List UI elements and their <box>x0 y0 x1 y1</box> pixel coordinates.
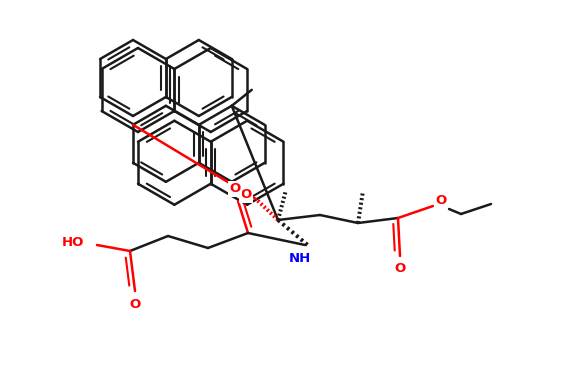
Text: NH: NH <box>289 252 311 266</box>
Text: O: O <box>435 195 446 207</box>
Text: O: O <box>395 261 406 274</box>
Text: O: O <box>229 182 241 195</box>
Text: O: O <box>130 298 141 310</box>
Text: HO: HO <box>62 236 84 250</box>
Text: O: O <box>240 188 252 201</box>
